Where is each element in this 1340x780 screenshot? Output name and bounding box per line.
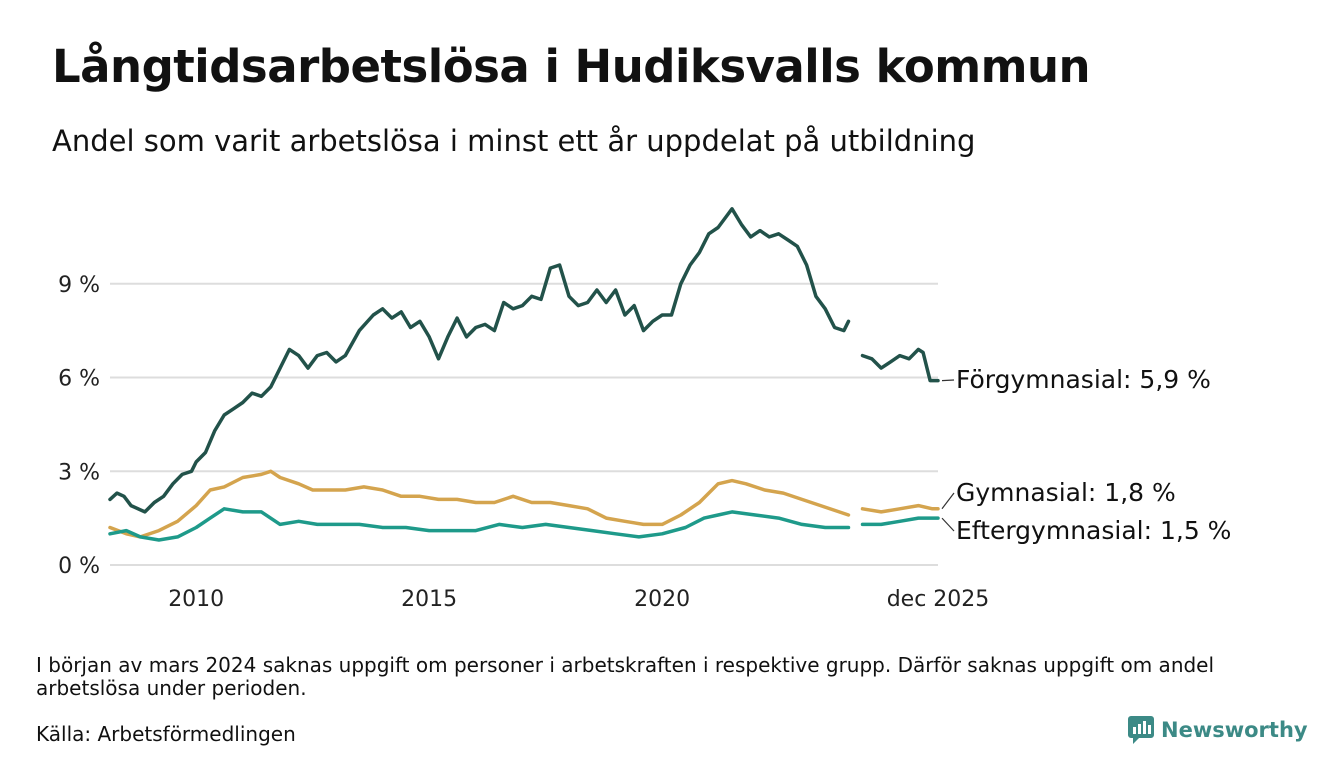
chart-subtitle: Andel som varit arbetslösa i minst ett å…: [52, 124, 976, 158]
series-label-eftergymnasial: Eftergymnasial: 1,5 %: [956, 516, 1231, 545]
series-label-gymnasial: Gymnasial: 1,8 %: [956, 478, 1176, 507]
line-chart: 0 % 3 % 6 % 9 % 2010 2015 2020 dec 2025 Förgymn…: [58, 207, 1231, 612]
y-tick-label: 3 %: [58, 460, 100, 485]
y-tick-label: 6 %: [58, 367, 100, 392]
y-tick-label: 9 %: [58, 273, 100, 298]
footnote: I början av mars 2024 saknas uppgift om …: [36, 653, 1215, 700]
x-tick-label: dec 2025: [887, 587, 990, 612]
chart-title: Långtidsarbetslösa i Hudiksvalls kommun: [52, 40, 1091, 93]
label-leader-gymnasial: [941, 492, 955, 510]
brand-name: Newsworthy: [1161, 718, 1308, 742]
series-label-förgymnasial: Förgymnasial: 5,9 %: [956, 365, 1211, 394]
bar-chart-bubble-icon: [1128, 716, 1154, 744]
y-tick-label: 0 %: [58, 554, 100, 579]
newsworthy-logo: Newsworthy: [1128, 716, 1308, 744]
series-line-eftergymnasial-0: [108, 507, 851, 542]
label-leader-eftergymnasial: [941, 517, 955, 532]
series-line-gymnasial-1: [860, 503, 940, 514]
x-tick-label: 2020: [634, 587, 690, 612]
series-line-gymnasial-0: [108, 469, 851, 539]
series-line-förgymnasial-0: [108, 207, 851, 514]
source-note: Källa: Arbetsförmedlingen: [36, 722, 296, 746]
x-tick-label: 2010: [168, 587, 224, 612]
label-leader-förgymnasial: [941, 379, 955, 382]
series-line-eftergymnasial-1: [860, 516, 940, 527]
series-line-förgymnasial-1: [860, 347, 940, 383]
x-tick-label: 2015: [401, 587, 457, 612]
